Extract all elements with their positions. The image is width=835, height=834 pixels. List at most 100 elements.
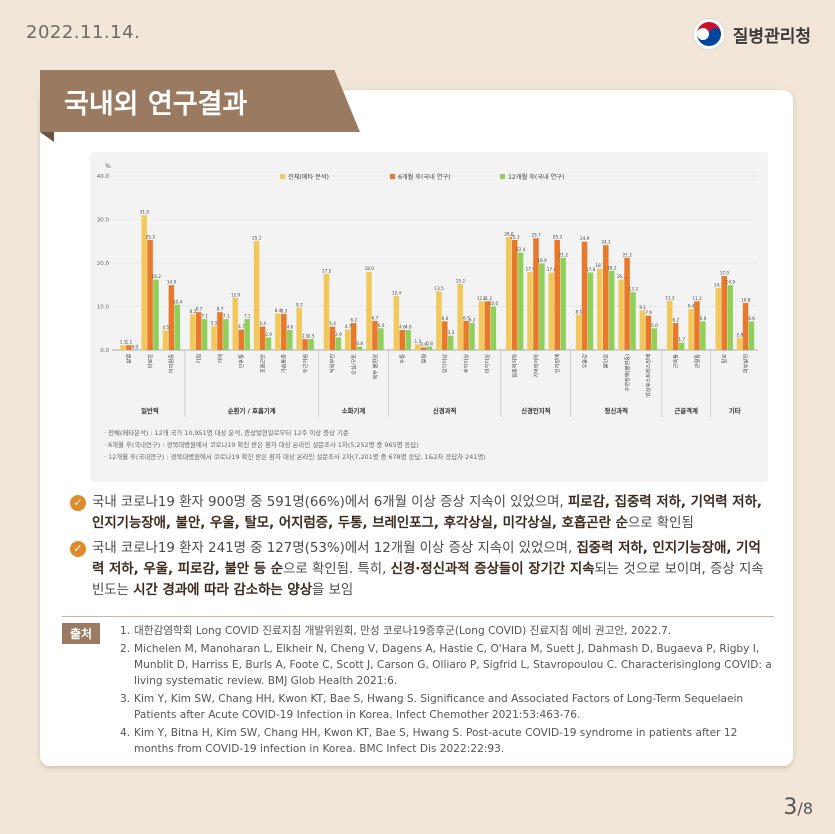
bar (715, 287, 722, 350)
bar (195, 312, 202, 350)
bar (323, 273, 330, 350)
bar (624, 257, 630, 350)
data-label: 10.4 (173, 299, 183, 304)
data-label: 17.0 (720, 271, 730, 276)
data-label: 10.0 (489, 301, 499, 306)
page-number: 3/8 (783, 795, 813, 820)
data-label: 17.5 (322, 268, 332, 273)
data-label: 1.7 (678, 337, 685, 342)
bar (211, 326, 217, 350)
data-label: 9.1 (639, 305, 646, 310)
bar (399, 329, 405, 350)
group-label: 신경과적 (433, 406, 457, 415)
data-label: 14.9 (726, 280, 736, 285)
data-label: 17.8 (547, 267, 557, 272)
data-label: 10.8 (741, 298, 751, 303)
bar (548, 272, 555, 350)
sources-section: 출처 1. 대한감염학회 Long COVID 진료지침 개발위원회, 만성 코로… (62, 616, 774, 759)
category-label: 후각이상 (462, 354, 470, 373)
data-label: 4.7 (345, 324, 352, 329)
data-label: 6.2 (351, 318, 358, 323)
data-label: 26.0 (504, 231, 514, 236)
bar (232, 297, 239, 350)
data-label: 2.5 (302, 334, 309, 339)
bar (414, 344, 421, 350)
bar (694, 301, 700, 350)
data-label: 6.2 (673, 318, 680, 323)
section-banner: 국내외 연구결과 (40, 70, 360, 132)
data-label: 1.3 (414, 339, 421, 344)
data-label: 0.0 (132, 345, 139, 350)
data-label: 3.3 (448, 330, 455, 335)
group-label: 일반적 (141, 406, 159, 415)
bar (120, 345, 126, 350)
bar (286, 329, 293, 350)
data-label: 21.2 (559, 252, 569, 257)
source-item: 2. Michelen M, Manoharan L, Elkheir N, Ch… (120, 643, 772, 687)
bar (275, 313, 281, 350)
bar (265, 337, 272, 350)
data-label: 12.4 (392, 291, 402, 296)
data-label: 2.5 (308, 334, 315, 339)
bar (366, 271, 372, 350)
data-label: 5.4 (329, 321, 336, 326)
bar (505, 236, 512, 350)
finding-text: 국내 코로나19 환자 241명 중 127명(53%)에서 12개월 이상 증… (92, 541, 764, 598)
bar (223, 319, 229, 350)
data-label: 9.7 (296, 302, 303, 307)
category-label: 기억력저하 (532, 354, 540, 378)
category-label: 감각이상 (441, 354, 449, 373)
bar-chart: % 0.0 10.0 20.0 30.0 40.0 전체(메타 분석) 6개월 후(국내 연구… (97, 163, 758, 461)
data-label: 24.1 (601, 240, 611, 245)
bar (748, 321, 755, 350)
bar (405, 329, 411, 350)
data-label: 24.9 (580, 236, 590, 241)
data-label: 2.9 (265, 332, 272, 337)
data-label: 1.1 (120, 340, 127, 345)
data-label: 0.8 (356, 341, 363, 346)
bar (618, 279, 624, 350)
bar (244, 319, 250, 350)
category-label: 가슴통증 (280, 354, 288, 373)
data-label: 12.0 (231, 292, 241, 297)
y-tick-label: 30.0 (97, 218, 110, 224)
bar (554, 239, 560, 350)
bar (356, 346, 363, 350)
data-label: 15.2 (456, 278, 466, 283)
legend-label: 12개월 후(국내 연구) (508, 173, 564, 181)
data-label: 7.1 (201, 314, 208, 319)
bar (700, 321, 706, 350)
bar (603, 245, 609, 350)
bar (630, 292, 636, 350)
data-label: 6.7 (372, 315, 379, 320)
data-label: 25.3 (510, 234, 520, 239)
category-label: 떨림 (419, 354, 427, 364)
source-item: 3. Kim Y, Kim SW, Chang HH, Kwon KT, Bae … (120, 693, 744, 721)
data-label: 4.6 (399, 324, 406, 329)
chart-container: % 0.0 10.0 20.0 30.0 40.0 전체(메타 분석) 6개월 후(국내 연구… (90, 152, 768, 482)
data-label: 0.6 (420, 342, 427, 347)
bar (490, 306, 497, 350)
data-label: 1.1 (126, 340, 133, 345)
bar (296, 307, 302, 350)
data-label: 31.0 (140, 210, 150, 215)
bar (442, 321, 448, 350)
bar (329, 326, 336, 350)
bar (168, 285, 175, 350)
data-label: 0.8 (426, 341, 433, 346)
data-label: 4.5 (162, 325, 169, 330)
bar (575, 314, 582, 350)
category-label: 수면장애(불면증) (623, 354, 631, 391)
data-label: 4.7 (238, 324, 245, 329)
data-label: 17.9 (526, 267, 536, 272)
category-label: 인지장애 (553, 354, 561, 373)
group-label: 정신과적 (605, 406, 629, 415)
bar (344, 329, 351, 350)
data-label: 25.7 (531, 233, 541, 238)
data-label: 4.6 (405, 324, 412, 329)
bar (302, 339, 308, 350)
category-label: 불안감 (603, 354, 610, 369)
category-label: 우울감 (581, 354, 588, 369)
category-label: 어지럼증 (167, 354, 175, 373)
category-label: 두통 (399, 354, 406, 364)
